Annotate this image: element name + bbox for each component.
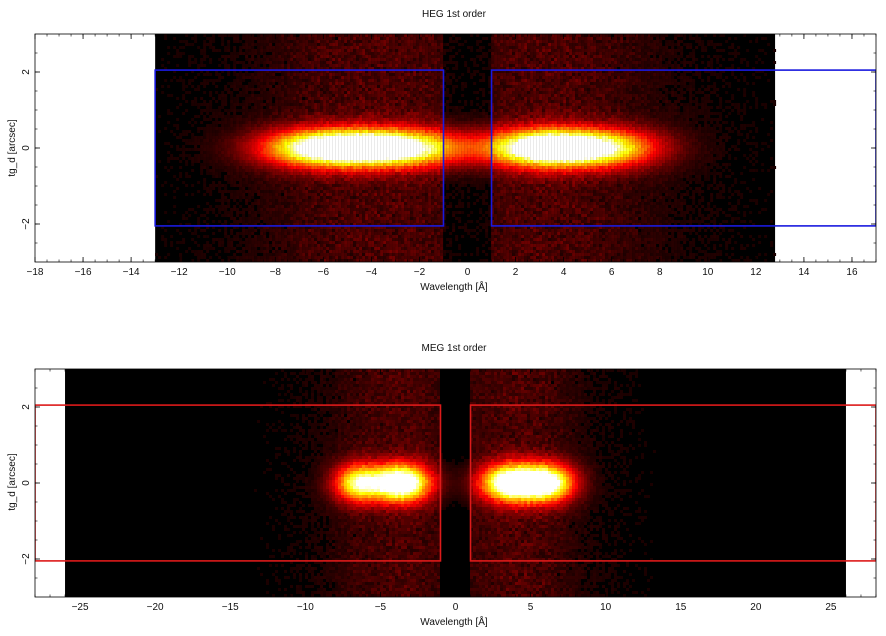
heg-ylabel: tg_d [arcsec] (7, 119, 18, 176)
heg-image-layer (154, 34, 876, 262)
heg-title: HEG 1st order (422, 9, 487, 20)
heg-x-tick-label: −14 (123, 267, 140, 278)
heg-x-tick-label: −6 (318, 267, 330, 278)
heg-heatmap-pixels (155, 34, 777, 262)
heg-x-tick-label: −18 (27, 267, 44, 278)
meg-x-tick-label: 20 (750, 602, 762, 613)
heg-y-tick-label: 2 (21, 69, 32, 75)
meg-title: MEG 1st order (421, 343, 487, 354)
heg-x-tick-label: 6 (609, 267, 615, 278)
meg-xlabel: Wavelength [Å] (420, 615, 488, 628)
heg-x-tick-label: 2 (513, 267, 519, 278)
meg-x-tick-label: 25 (825, 602, 837, 613)
heg-x-tick-label: −4 (366, 267, 378, 278)
meg-x-tick-label: 10 (600, 602, 612, 613)
meg-x-tick-label: −20 (147, 602, 164, 613)
heg-x-tick-label: 10 (702, 267, 714, 278)
meg-x-tick-label: 0 (453, 602, 459, 613)
heg-plot-area: −18 −16 −14 −12 −10 −8 −6 −4 −2 0 2 4 6 8 10 12 14 16 −2 0 2 (21, 33, 877, 278)
meg-x-tick-label: 15 (675, 602, 687, 613)
heg-x-tick-label: −2 (414, 267, 426, 278)
heg-y-tick-label: −2 (21, 218, 32, 230)
heg-y-tick-label: 0 (21, 145, 32, 151)
meg-x-tick-label: −5 (375, 602, 387, 613)
meg-x-tick-label: 5 (528, 602, 534, 613)
heg-x-tick-label: −12 (171, 267, 188, 278)
heg-region-box-positive (490, 69, 876, 227)
heg-x-tick-label: 8 (657, 267, 663, 278)
meg-x-tick-label: −15 (222, 602, 239, 613)
meg-panel: MEG 1st order −25 −20 −15 −10 −5 0 5 10 15 20 25−2… (7, 343, 877, 628)
meg-y-tick-label: 0 (21, 480, 32, 486)
heg-x-tick-label: 14 (798, 267, 810, 278)
meg-heatmap-pixels (254, 369, 656, 597)
meg-image-layer (35, 369, 876, 597)
heg-x-tick-label: 16 (846, 267, 858, 278)
meg-ylabel: tg_d [arcsec] (7, 453, 18, 510)
meg-x-tick-label: −10 (297, 602, 314, 613)
heg-x-tick-label: 12 (750, 267, 762, 278)
meg-y-tick-label: −2 (21, 553, 32, 565)
meg-region-box-negative (35, 404, 442, 562)
heg-region-box-negative (154, 69, 445, 227)
heg-x-tick-label: −10 (219, 267, 236, 278)
meg-y-tick-label: 2 (21, 404, 32, 410)
meg-plot-area: −25 −20 −15 −10 −5 0 5 10 15 20 25−202 (21, 368, 877, 613)
heg-x-tick-label: 4 (561, 267, 567, 278)
meg-x-tick-label: −25 (72, 602, 89, 613)
meg-region-box-positive (469, 404, 876, 562)
heg-x-tick-label: −8 (270, 267, 282, 278)
heg-xlabel: Wavelength [Å] (420, 280, 488, 293)
heg-x-tick-label: 0 (465, 267, 471, 278)
heg-panel: HEG 1st order −18 −16 −14 −12 −10 −8 −6 −4 −2 0 2 4… (7, 9, 877, 293)
heg-x-tick-label: −16 (75, 267, 92, 278)
